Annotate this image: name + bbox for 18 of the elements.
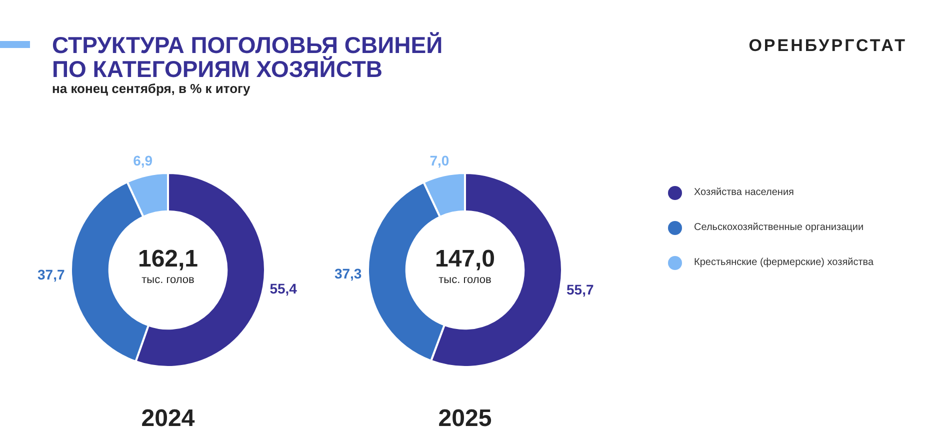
data-label: 6,9	[133, 152, 153, 169]
text: 2025	[437, 405, 493, 433]
text: ОРЕНБУРГСТАТ	[748, 36, 907, 56]
legend-label: Крестьянские (фермерские) хозяйства	[694, 257, 874, 268]
data-label: 37,7	[38, 266, 65, 282]
text: 2024	[140, 405, 196, 433]
chart-title: СТРУКТУРА ПОГОЛОВЬЯ СВИНЕЙ ПО КАТЕГОРИЯМ ХОЗЯЙСТВ	[52, 32, 444, 82]
legend-label: Сельскохозяйственные организации	[694, 222, 864, 233]
text: 147,0	[434, 246, 496, 273]
data-label: 37,3	[334, 266, 362, 282]
text: тыс. голов	[142, 274, 195, 286]
legend-label: Хозяйства населения	[694, 187, 794, 198]
data-label: 7,0	[430, 152, 450, 169]
text: 162,1	[138, 246, 198, 273]
text: тыс. голов	[438, 274, 492, 286]
chart-subtitle: на конец сентября, в % к итогу	[52, 81, 250, 96]
data-label: 55,7	[566, 282, 594, 298]
data-label: 55,4	[270, 280, 298, 297]
